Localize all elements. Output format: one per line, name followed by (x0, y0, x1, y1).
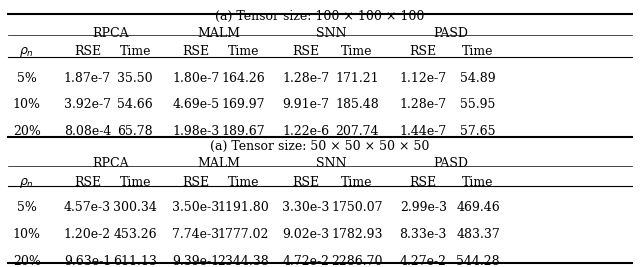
Text: 469.46: 469.46 (456, 201, 500, 214)
Text: 8.33e-3: 8.33e-3 (399, 228, 447, 241)
Text: 1.98e-3: 1.98e-3 (172, 125, 220, 138)
Text: 164.26: 164.26 (221, 72, 266, 85)
Text: 54.66: 54.66 (117, 99, 153, 111)
Text: 5%: 5% (17, 201, 37, 214)
Text: 171.21: 171.21 (335, 72, 379, 85)
Text: 207.74: 207.74 (335, 125, 379, 138)
Text: SNN: SNN (316, 157, 347, 170)
Text: 3.50e-3: 3.50e-3 (172, 201, 220, 214)
Text: 1.28e-7: 1.28e-7 (399, 99, 447, 111)
Text: 4.57e-3: 4.57e-3 (64, 201, 111, 214)
Text: 65.78: 65.78 (117, 125, 153, 138)
Text: 544.28: 544.28 (456, 255, 500, 267)
Text: 55.95: 55.95 (460, 99, 496, 111)
Text: 1777.02: 1777.02 (218, 228, 269, 241)
Text: 1.12e-7: 1.12e-7 (399, 72, 447, 85)
Text: 5%: 5% (17, 72, 37, 85)
Text: RPCA: RPCA (93, 27, 129, 40)
Text: RSE: RSE (74, 45, 101, 58)
Text: 20%: 20% (13, 125, 41, 138)
Text: 35.50: 35.50 (117, 72, 153, 85)
Text: 1.44e-7: 1.44e-7 (399, 125, 447, 138)
Text: 9.02e-3: 9.02e-3 (282, 228, 330, 241)
Text: 1.80e-7: 1.80e-7 (172, 72, 220, 85)
Text: RSE: RSE (292, 45, 319, 58)
Text: 3.92e-7: 3.92e-7 (64, 99, 111, 111)
Text: Time: Time (462, 175, 494, 189)
Text: 10%: 10% (13, 99, 41, 111)
Text: 453.26: 453.26 (113, 228, 157, 241)
Text: Time: Time (462, 45, 494, 58)
Text: PASD: PASD (433, 157, 468, 170)
Text: RSE: RSE (410, 175, 436, 189)
Text: MALM: MALM (198, 157, 241, 170)
Text: Time: Time (120, 45, 151, 58)
Text: 9.63e-1: 9.63e-1 (64, 255, 111, 267)
Text: 1191.80: 1191.80 (218, 201, 269, 214)
Text: 1.22e-6: 1.22e-6 (282, 125, 330, 138)
Text: 4.69e-5: 4.69e-5 (172, 99, 220, 111)
Text: Time: Time (341, 45, 372, 58)
Text: RSE: RSE (292, 175, 319, 189)
Text: 2286.70: 2286.70 (332, 255, 383, 267)
Text: 9.39e-1: 9.39e-1 (172, 255, 220, 267)
Text: Time: Time (228, 45, 259, 58)
Text: 185.48: 185.48 (335, 99, 379, 111)
Text: 9.91e-7: 9.91e-7 (282, 99, 330, 111)
Text: 611.13: 611.13 (113, 255, 157, 267)
Text: 300.34: 300.34 (113, 201, 157, 214)
Text: 1782.93: 1782.93 (332, 228, 383, 241)
Text: Time: Time (228, 175, 259, 189)
Text: 1.20e-2: 1.20e-2 (64, 228, 111, 241)
Text: $\rho_n$: $\rho_n$ (19, 45, 35, 59)
Text: 1.87e-7: 1.87e-7 (64, 72, 111, 85)
Text: (a) Tensor size: 50 × 50 × 50 × 50: (a) Tensor size: 50 × 50 × 50 × 50 (211, 140, 429, 153)
Text: 169.97: 169.97 (222, 99, 266, 111)
Text: 54.89: 54.89 (460, 72, 496, 85)
Text: 8.08e-4: 8.08e-4 (64, 125, 111, 138)
Text: RSE: RSE (182, 175, 209, 189)
Text: 2.99e-3: 2.99e-3 (400, 201, 447, 214)
Text: 10%: 10% (13, 228, 41, 241)
Text: PASD: PASD (433, 27, 468, 40)
Text: 4.72e-2: 4.72e-2 (282, 255, 330, 267)
Text: 483.37: 483.37 (456, 228, 500, 241)
Text: $\rho_n$: $\rho_n$ (19, 175, 35, 190)
Text: MALM: MALM (198, 27, 241, 40)
Text: RSE: RSE (410, 45, 436, 58)
Text: 4.27e-2: 4.27e-2 (400, 255, 447, 267)
Text: RSE: RSE (182, 45, 209, 58)
Text: 1.28e-7: 1.28e-7 (282, 72, 330, 85)
Text: 3.30e-3: 3.30e-3 (282, 201, 330, 214)
Text: 1750.07: 1750.07 (332, 201, 383, 214)
Text: 57.65: 57.65 (460, 125, 496, 138)
Text: 7.74e-3: 7.74e-3 (172, 228, 220, 241)
Text: (a) Tensor size: 100 × 100 × 100: (a) Tensor size: 100 × 100 × 100 (215, 10, 425, 23)
Text: Time: Time (341, 175, 372, 189)
Text: Time: Time (120, 175, 151, 189)
Text: RPCA: RPCA (93, 157, 129, 170)
Text: 189.67: 189.67 (221, 125, 266, 138)
Text: 2344.38: 2344.38 (218, 255, 269, 267)
Text: 20%: 20% (13, 255, 41, 267)
Text: SNN: SNN (316, 27, 347, 40)
Text: RSE: RSE (74, 175, 101, 189)
